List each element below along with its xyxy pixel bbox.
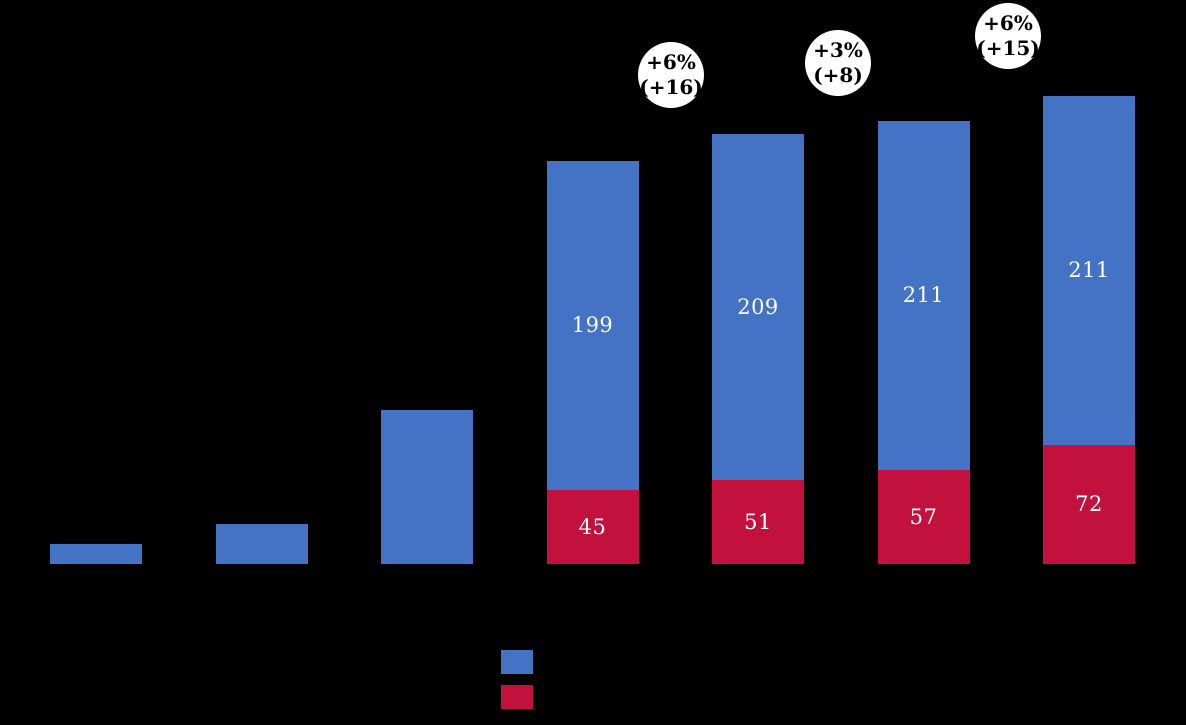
- bar-segment-red: 72: [1043, 445, 1135, 564]
- growth-absolute-label: (+15): [976, 36, 1040, 60]
- bar-segment-blue: 199: [546, 161, 639, 490]
- bar-segment-red: 57: [877, 470, 970, 564]
- bar-segment-blue: [381, 410, 473, 564]
- bar-value-label: 211: [902, 283, 945, 307]
- bar-segment-red: 45: [546, 490, 639, 564]
- legend-swatch-blue: [501, 650, 533, 674]
- bar-value-label: 45: [578, 514, 607, 539]
- growth-absolute-label: (+16): [639, 75, 703, 99]
- bar-segment-blue: [50, 544, 142, 564]
- bar-segment-blue: [215, 524, 308, 564]
- bar-value-label: 57: [909, 504, 938, 529]
- bar-segment-blue: 209: [712, 134, 804, 480]
- growth-annotation-circle: +6% (+15): [975, 3, 1041, 69]
- bar-value-label: 209: [737, 294, 779, 319]
- growth-percent-label: +3%: [813, 38, 863, 62]
- bar-segment-blue: 211: [1043, 96, 1135, 445]
- bar-segment-red: 51: [712, 480, 804, 564]
- legend: [501, 650, 533, 709]
- growth-absolute-label: (+8): [813, 63, 863, 87]
- legend-swatch-red: [501, 685, 533, 709]
- growth-percent-label: +6%: [983, 11, 1033, 35]
- bar-segment-blue: 211: [877, 121, 970, 470]
- bar-value-label: 51: [744, 509, 772, 534]
- growth-annotation-circle: +6% (+16): [638, 42, 704, 108]
- bar-value-label: 199: [571, 313, 614, 337]
- bar-value-label: 72: [1075, 492, 1103, 516]
- growth-percent-label: +6%: [646, 50, 696, 74]
- bar-value-label: 211: [1068, 258, 1110, 282]
- growth-annotation-circle: +3% (+8): [805, 30, 871, 96]
